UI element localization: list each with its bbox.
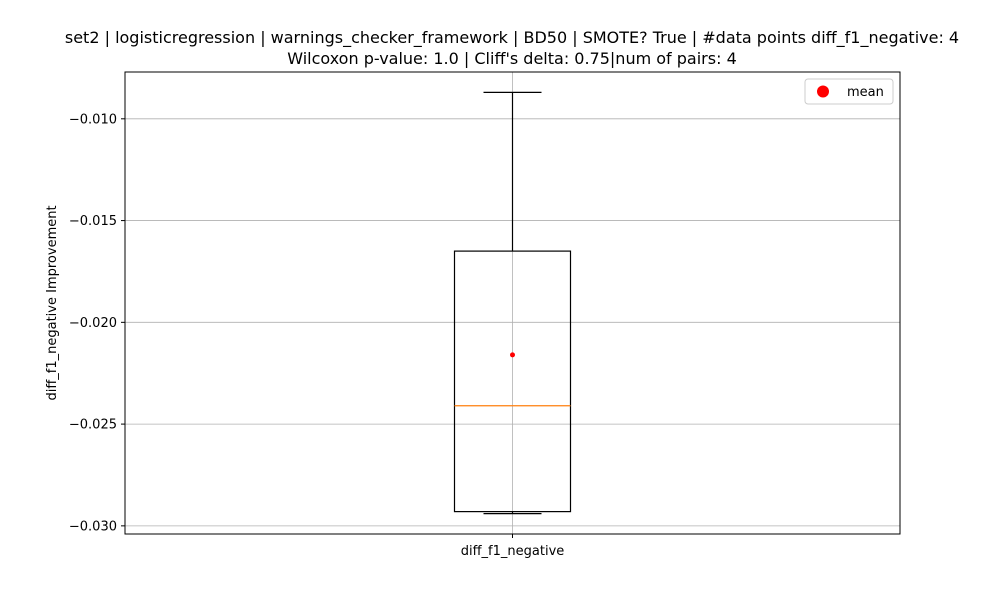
chart-title: set2 | logisticregression | warnings_che… bbox=[65, 28, 959, 48]
y-tick-label: −0.020 bbox=[69, 316, 117, 331]
tick-layer: −0.010 −0.015 −0.020 −0.025 −0.030 diff_f1_ne… bbox=[69, 112, 564, 559]
data-layer bbox=[453, 91, 572, 515]
y-tick-label: −0.015 bbox=[69, 214, 117, 229]
y-axis-label: diff_f1_negative Improvement bbox=[45, 205, 60, 400]
legend: mean bbox=[804, 78, 894, 105]
legend-mean-marker bbox=[817, 85, 829, 98]
box-iqr bbox=[453, 250, 572, 513]
y-tick-label: −0.030 bbox=[69, 519, 117, 534]
legend-box bbox=[804, 78, 894, 105]
legend-mean-label: mean bbox=[847, 85, 884, 100]
y-tick-label: −0.010 bbox=[69, 112, 117, 127]
mean-marker bbox=[510, 352, 515, 358]
x-tick-label: diff_f1_negative bbox=[461, 544, 565, 559]
y-tick-label: −0.025 bbox=[69, 418, 117, 433]
chart-subtitle: Wilcoxon p-value: 1.0 | Cliff's delta: 0… bbox=[287, 49, 737, 68]
